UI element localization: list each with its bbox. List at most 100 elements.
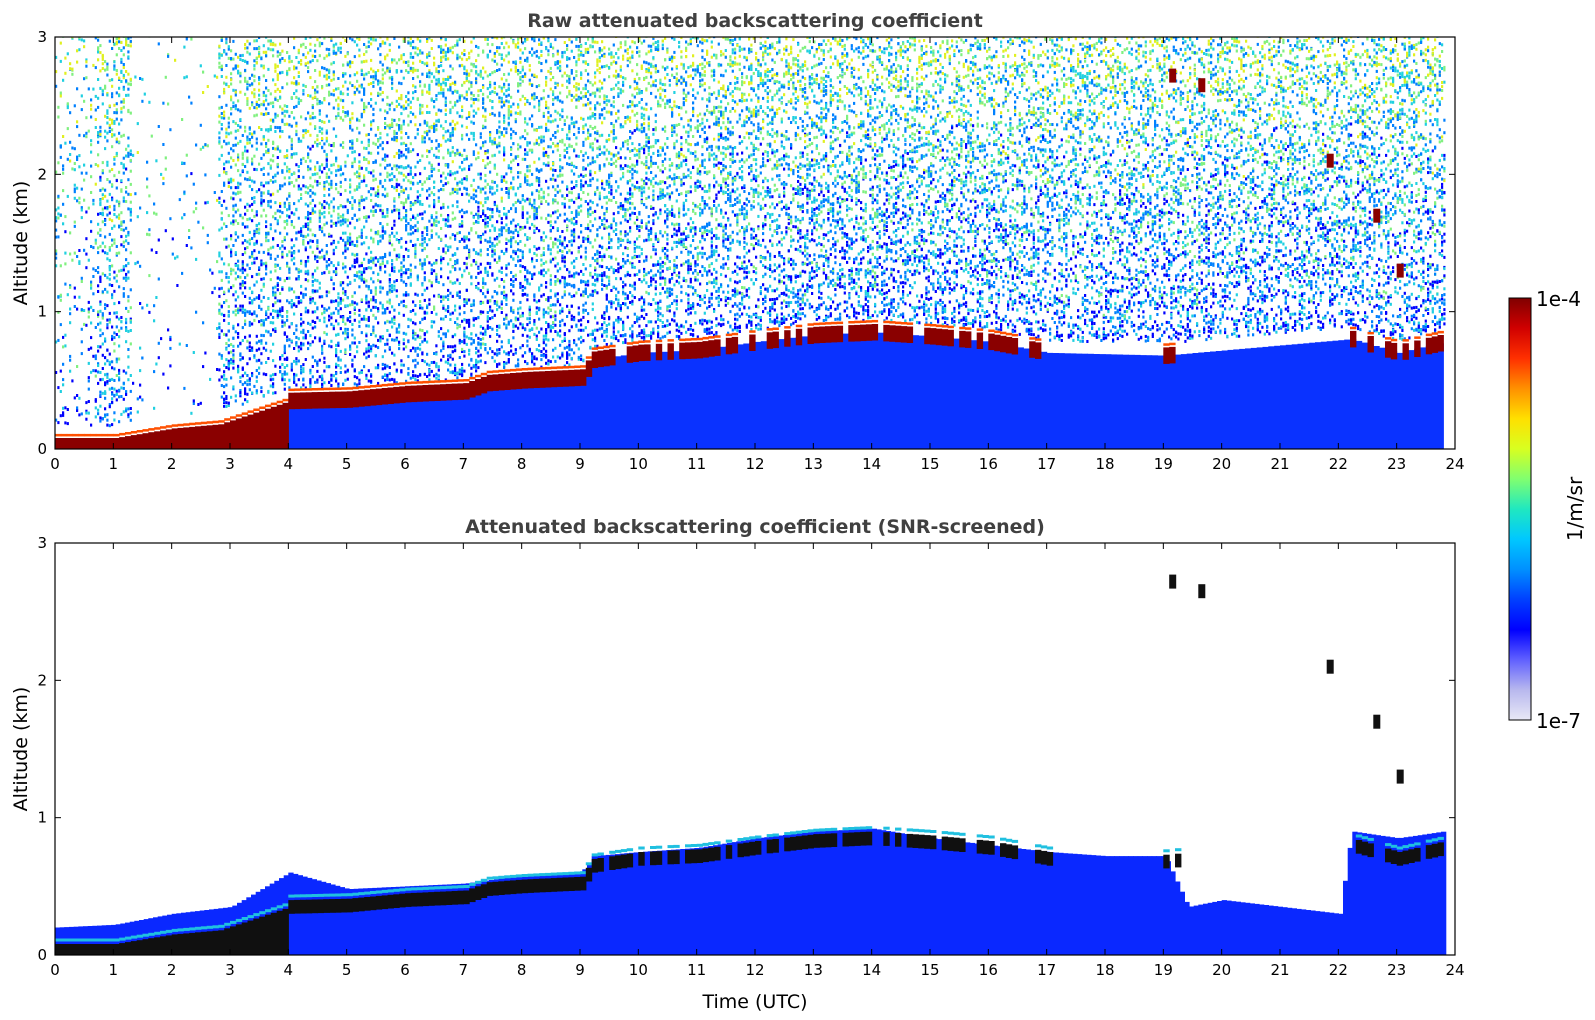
raw-noise-pixel — [283, 372, 286, 376]
raw-noise-pixel — [106, 348, 109, 352]
raw-noise-pixel — [325, 73, 328, 77]
raw-noise-pixel — [223, 318, 226, 322]
raw-noise-pixel — [374, 159, 377, 163]
raw-noise-pixel — [365, 72, 368, 76]
raw-noise-pixel — [104, 60, 107, 64]
raw-noise-pixel — [412, 300, 415, 304]
raw-noise-pixel — [80, 340, 83, 344]
raw-noise-pixel — [435, 26, 437, 29]
raw-noise-pixel — [395, 338, 398, 342]
raw-noise-pixel — [423, 180, 426, 184]
raw-noise-pixel — [351, 128, 354, 132]
raw-noise-pixel — [423, 237, 426, 240]
raw-noise-pixel — [398, 253, 401, 257]
raw-noise-pixel — [346, 218, 349, 222]
raw-noise-pixel — [447, 329, 450, 333]
raw-noise-pixel — [318, 70, 321, 74]
raw-noise-pixel — [405, 332, 408, 336]
raw-noise-pixel — [300, 284, 303, 288]
raw-noise-pixel — [307, 279, 310, 283]
raw-noise-pixel — [421, 51, 424, 55]
raw-noise-pixel — [62, 411, 65, 415]
raw-noise-pixel — [323, 181, 326, 184]
raw-noise-pixel — [164, 75, 167, 79]
raw-noise-pixel — [409, 172, 412, 176]
raw-noise-pixel — [367, 354, 370, 358]
raw-noise-pixel — [391, 101, 394, 105]
raw-noise-pixel — [351, 333, 354, 337]
raw-noise-pixel — [248, 255, 251, 259]
raw-noise-pixel — [290, 96, 293, 100]
raw-noise-pixel — [111, 423, 114, 427]
raw-noise-pixel — [304, 85, 307, 88]
raw-noise-pixel — [251, 25, 253, 28]
raw-noise-pixel — [416, 153, 419, 157]
raw-noise-pixel — [108, 117, 111, 121]
raw-noise-pixel — [412, 40, 415, 44]
raw-noise-pixel — [407, 340, 410, 344]
raw-noise-pixel — [342, 172, 345, 176]
raw-noise-pixel — [339, 192, 342, 196]
raw-noise-pixel — [395, 89, 398, 93]
raw-noise-pixel — [181, 216, 184, 220]
raw-noise-pixel — [351, 217, 354, 220]
raw-noise-pixel — [253, 95, 256, 99]
raw-noise-pixel — [321, 271, 324, 275]
raw-noise-pixel — [349, 139, 352, 143]
raw-noise-pixel — [328, 318, 331, 322]
raw-noise-pixel — [269, 193, 272, 197]
raw-noise-pixel — [428, 298, 431, 302]
raw-noise-pixel — [323, 223, 326, 227]
raw-noise-pixel — [274, 66, 277, 70]
raw-noise-pixel — [323, 254, 326, 258]
raw-noise-pixel — [447, 57, 450, 61]
raw-noise-pixel — [379, 136, 382, 140]
raw-noise-pixel — [104, 206, 107, 210]
raw-noise-pixel — [237, 264, 240, 268]
raw-noise-pixel — [340, 28, 342, 31]
raw-noise-pixel — [428, 91, 431, 95]
raw-noise-pixel — [206, 200, 209, 204]
raw-noise-pixel — [309, 217, 312, 221]
raw-noise-pixel — [290, 305, 293, 309]
raw-noise-pixel — [346, 224, 349, 228]
raw-noise-pixel — [433, 63, 436, 67]
raw-noise-pixel — [246, 246, 249, 249]
raw-noise-pixel — [309, 159, 312, 163]
raw-noise-pixel — [353, 85, 356, 89]
raw-noise-pixel — [388, 103, 391, 107]
raw-noise-pixel — [78, 249, 81, 252]
raw-noise-pixel — [407, 64, 410, 68]
raw-noise-pixel — [122, 171, 125, 175]
raw-noise-pixel — [311, 355, 314, 359]
raw-noise-pixel — [286, 110, 289, 114]
raw-noise-pixel — [393, 338, 396, 342]
raw-noise-pixel — [99, 416, 102, 420]
raw-noise-pixel — [234, 203, 237, 207]
raw-noise-pixel — [265, 145, 268, 148]
raw-noise-pixel — [246, 138, 249, 142]
raw-noise-pixel — [447, 138, 450, 142]
raw-noise-pixel — [379, 234, 382, 238]
raw-noise-pixel — [85, 76, 88, 80]
raw-noise-pixel — [129, 374, 132, 377]
raw-noise-pixel — [239, 389, 242, 392]
raw-noise-pixel — [83, 134, 86, 138]
raw-noise-pixel — [304, 222, 307, 226]
raw-noise-pixel — [108, 130, 111, 133]
raw-noise-pixel — [304, 386, 307, 390]
raw-noise-pixel — [290, 111, 293, 114]
raw-noise-pixel — [111, 366, 114, 370]
raw-noise-pixel — [260, 64, 263, 68]
raw-noise-pixel — [318, 256, 321, 260]
raw-noise-pixel — [372, 119, 375, 123]
raw-noise-pixel — [218, 173, 221, 177]
raw-noise-pixel — [304, 306, 307, 310]
raw-noise-pixel — [113, 208, 116, 212]
raw-noise-pixel — [311, 310, 314, 314]
raw-noise-pixel — [120, 49, 123, 52]
raw-noise-pixel — [372, 169, 375, 173]
raw-noise-pixel — [332, 264, 335, 268]
raw-noise-pixel — [293, 31, 295, 34]
raw-noise-pixel — [381, 256, 384, 260]
